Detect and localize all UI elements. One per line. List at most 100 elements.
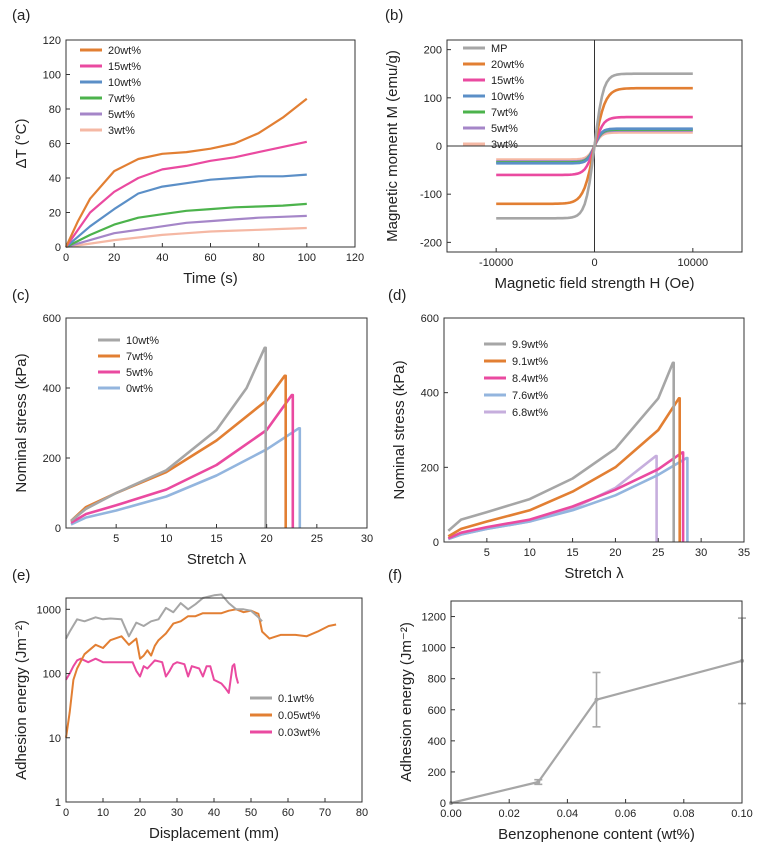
series-line-7wt% — [70, 374, 288, 528]
series-line-10wt% — [70, 346, 268, 528]
series-line-0wt% — [70, 426, 302, 528]
series-line-5wt% — [65, 214, 307, 249]
legend-label: 20wt% — [491, 59, 524, 71]
series-line-3wt% — [65, 226, 307, 249]
panel-d: (d) 5 10 15 20 25 30 35 0 200 400 600 Stretch λ Nomin… — [388, 287, 750, 582]
legend-label: 7wt% — [126, 351, 153, 363]
x-tick-label: 20 — [108, 252, 120, 264]
x-tick-label: 0 — [63, 252, 69, 264]
x-tick-label: 60 — [282, 807, 294, 819]
y-tick-label: 1200 — [422, 612, 446, 624]
series-line-MP — [496, 72, 693, 220]
x-tick-label: 40 — [156, 252, 168, 264]
panel-c: (c) 5 10 15 20 25 30 0 200 400 600 Stretch λ Nominal… — [12, 287, 373, 568]
plot-frame — [450, 600, 743, 804]
y-tick-label: 0 — [433, 537, 439, 549]
plot-frame — [65, 597, 363, 803]
legend-label: 9.9wt% — [512, 339, 548, 351]
y-tick-label: 100 — [43, 669, 61, 681]
y-tick-label: 10 — [49, 733, 61, 745]
legend-label: 15wt% — [491, 75, 524, 87]
y-tick-label: 40 — [49, 173, 61, 185]
x-tick-label: 10 — [160, 533, 172, 545]
series-line-8.4wt% — [447, 451, 685, 542]
x-tick-label: 80 — [253, 252, 265, 264]
legend-label: 0.05wt% — [278, 710, 320, 722]
y-tick-label: 400 — [43, 383, 61, 395]
legend-label: 15wt% — [108, 61, 141, 73]
series-line-mean — [450, 659, 743, 805]
legend-label: 10wt% — [108, 77, 141, 89]
x-tick-label: 20 — [134, 807, 146, 819]
legend-label: 9.1wt% — [512, 356, 548, 368]
series-line-7wt% — [65, 202, 307, 248]
panel-e: (e) 0 10 20 30 40 50 60 70 80 1 10 100 1000 Displaceme… — [12, 567, 368, 842]
series-line-5wt% — [70, 393, 295, 528]
y-tick-label: 600 — [421, 313, 439, 325]
x-tick-label: 0.04 — [557, 808, 578, 820]
x-tick-label: 0.08 — [673, 808, 694, 820]
x-tick-label: 30 — [695, 547, 707, 559]
x-tick-label: 20 — [261, 533, 273, 545]
y-tick-label: 200 — [43, 453, 61, 465]
x-tick-label: 30 — [361, 533, 373, 545]
x-axis-label: Displacement (mm) — [149, 825, 279, 842]
legend-label: 10wt% — [491, 91, 524, 103]
x-tick-label: 35 — [738, 547, 750, 559]
x-tick-label: 10 — [524, 547, 536, 559]
y-tick-label: 1 — [55, 797, 61, 809]
x-tick-label: 80 — [356, 807, 368, 819]
series-line-20wt% — [65, 97, 308, 248]
y-tick-label: 0 — [55, 523, 61, 535]
legend-label: 5wt% — [126, 367, 153, 379]
x-tick-label: 0 — [591, 257, 597, 269]
series-line-15wt% — [65, 140, 308, 248]
x-axis-label: Time (s) — [183, 270, 237, 287]
y-tick-label: 0 — [440, 798, 446, 810]
y-tick-label: 1000 — [422, 643, 446, 655]
x-tick-label: 120 — [346, 252, 364, 264]
y-tick-label: 200 — [421, 462, 439, 474]
y-tick-label: 600 — [43, 313, 61, 325]
legend-label: 7.6wt% — [512, 390, 548, 402]
legend-label: 7wt% — [491, 107, 518, 119]
y-tick-label: 1000 — [37, 604, 61, 616]
legend-label: 20wt% — [108, 45, 141, 57]
legend-label: 7wt% — [108, 93, 135, 105]
y-tick-label: 80 — [49, 104, 61, 116]
y-tick-label: 60 — [49, 139, 61, 151]
y-tick-label: -200 — [420, 237, 442, 249]
x-tick-label: 5 — [484, 547, 490, 559]
y-axis-label: Adhesion energy (Jm⁻²) — [13, 620, 30, 780]
legend-label: 8.4wt% — [512, 373, 548, 385]
series-line-0.03wt% — [65, 657, 240, 694]
series-line-10wt% — [65, 173, 307, 248]
y-axis-label: ΔT (°C) — [13, 119, 30, 169]
legend-label: 5wt% — [108, 109, 135, 121]
panel-label: (e) — [12, 567, 30, 584]
panel-label: (d) — [388, 287, 406, 304]
x-tick-label: 30 — [171, 807, 183, 819]
x-tick-label: 0.02 — [498, 808, 519, 820]
y-axis-label: Nominal stress (kPa) — [13, 353, 30, 492]
y-axis-label: Adhesion energy (Jm⁻²) — [398, 622, 415, 782]
legend-label: 5wt% — [491, 123, 518, 135]
x-tick-label: 0.00 — [440, 808, 461, 820]
series-line-9.1wt% — [447, 396, 682, 542]
x-tick-label: 40 — [208, 807, 220, 819]
x-tick-label: 5 — [113, 533, 119, 545]
x-tick-label: 0.10 — [731, 808, 752, 820]
y-tick-label: 200 — [428, 767, 446, 779]
x-axis-label: Benzophenone content (wt%) — [498, 826, 695, 843]
x-tick-label: 15 — [210, 533, 222, 545]
panel-f: (f) 0.00 0.02 0.04 0.06 0.08 0.10 0 200 400 600 800… — [388, 567, 753, 843]
y-tick-label: 100 — [43, 70, 61, 82]
x-tick-label: 10000 — [678, 257, 709, 269]
legend-label: MP — [491, 43, 508, 55]
y-tick-label: 20 — [49, 208, 61, 220]
series-line-0.05wt% — [65, 608, 337, 738]
x-tick-label: 0 — [63, 807, 69, 819]
panel-label: (b) — [385, 7, 403, 24]
legend-label: 6.8wt% — [512, 407, 548, 419]
